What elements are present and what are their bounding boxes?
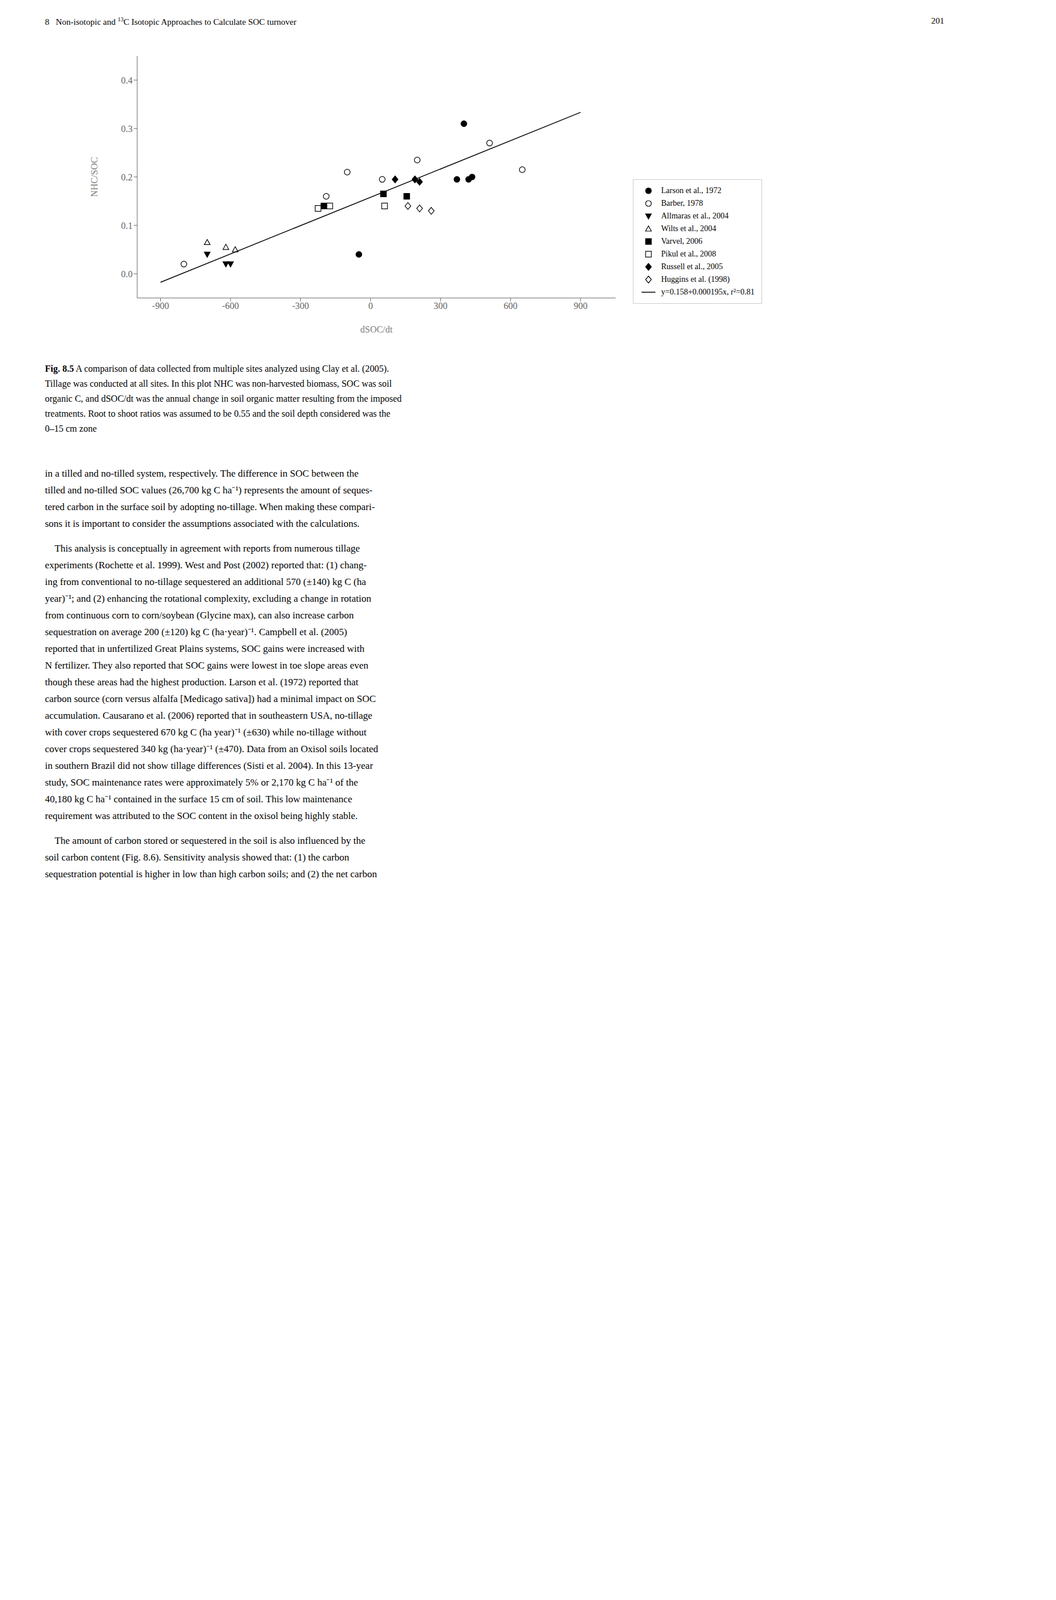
svg-text:0.1: 0.1 [121, 220, 133, 231]
html-text:N fertilizer. They also report: N fertilizer. They also reported that SO… [44, 660, 369, 671]
html-text:Varvel, 2006: Varvel, 2006 [661, 236, 703, 246]
svg-text:-600: -600 [221, 300, 239, 311]
svg-text:0.0: 0.0 [121, 269, 133, 279]
html-text:Allmaras et al., 2004: Allmaras et al., 2004 [661, 211, 729, 221]
svg-text:900: 900 [573, 300, 588, 311]
html-text:Huggins et al. (1998): Huggins et al. (1998) [661, 274, 730, 284]
svg-text:0: 0 [368, 300, 373, 311]
html-text:in southern Brazil did not sho: in southern Brazil did not show tillage … [44, 760, 374, 772]
html-text:soil carbon content (Fig. 8.6): soil carbon content (Fig. 8.6). Sensitiv… [44, 851, 350, 863]
html-text:treatments. Root to shoot rati: treatments. Root to shoot ratios was ass… [44, 408, 391, 419]
html-text:This analysis is conceptually: This analysis is conceptually in agreeme… [44, 542, 360, 554]
html-text:Larson et al., 1972: Larson et al., 1972 [661, 186, 722, 195]
svg-text:0.4: 0.4 [121, 75, 133, 86]
html-text:study, SOC maintenance rates w: study, SOC maintenance rates were approx… [44, 777, 358, 788]
svg-text:0.2: 0.2 [121, 172, 133, 183]
html-text:sons it is important to consid: sons it is important to consider the ass… [44, 518, 360, 530]
html-text:ing from conventional to no-ti: ing from conventional to no-tillage sequ… [44, 576, 367, 588]
html-text:Fig. 8.5 A comparison of data: Fig. 8.5 A comparison of data collected … [44, 363, 389, 374]
html-text:tered carbon in the surface so: tered carbon in the surface soil by adop… [44, 501, 375, 513]
html-text:The amount of carbon stored or: The amount of carbon stored or sequester… [44, 835, 366, 847]
html-text:sequestration potential is hig: sequestration potential is higher in low… [44, 868, 377, 880]
html-text:carbon source (corn versus alf: carbon source (corn versus alfalfa [Medi… [44, 693, 376, 705]
html-text:Russell et al., 2005: Russell et al., 2005 [661, 262, 723, 271]
html-text:sequestration on average 200 (: sequestration on average 200 (±120) kg C… [44, 626, 348, 638]
svg-text:0.3: 0.3 [121, 123, 133, 134]
html-text:organic C, and dSOC/dt was the: organic C, and dSOC/dt was the annual ch… [44, 393, 402, 404]
svg-text:dSOC/dt: dSOC/dt [360, 324, 394, 335]
html-text:reported that in unfertilized: reported that in unfertilized Great Plai… [44, 643, 365, 655]
html-text:0–15 cm zone: 0–15 cm zone [44, 423, 97, 434]
html-text:Wilts et al., 2004: Wilts et al., 2004 [661, 224, 717, 233]
html-text:y=0.158+0.000195x, r²=0.81: y=0.158+0.000195x, r²=0.81 [661, 287, 755, 297]
html-text:though these areas had the hig: though these areas had the highest produ… [44, 676, 359, 688]
html-text:with cover crops sequestered 6: with cover crops sequestered 670 kg C (h… [44, 726, 367, 738]
svg-text:300: 300 [433, 300, 448, 311]
html-text:year)⁻¹; and (2) enhancing the: year)⁻¹; and (2) enhancing the rotationa… [44, 593, 372, 605]
html-text:requirement was attributed to: requirement was attributed to the SOC co… [44, 810, 358, 822]
html-text:8 Non-isotopic and13C Isotopic: 8 Non-isotopic and13C Isotopic Approache… [44, 16, 297, 27]
html-text:experiments (Rochette et al. 1: experiments (Rochette et al. 1999). West… [44, 559, 367, 571]
html-text:accumulation. Causarano et al.: accumulation. Causarano et al. (2006) re… [44, 710, 373, 722]
html-text:Pikul et al., 2008: Pikul et al., 2008 [661, 249, 717, 259]
html-text:201: 201 [931, 16, 945, 26]
html-text:tilled and no-tilled SOC value: tilled and no-tilled SOC values (26,700 … [44, 484, 373, 496]
html-text:Barber, 1978: Barber, 1978 [661, 198, 703, 208]
svg-text:NHC/SOC: NHC/SOC [89, 156, 100, 197]
html-text:40,180 kg C ha⁻¹ contained in: 40,180 kg C ha⁻¹ contained in the surfac… [44, 793, 353, 805]
html-text:from continuous corn to corn/s: from continuous corn to corn/soybean (Gl… [44, 609, 354, 621]
html-text:Tillage was conducted at all s: Tillage was conducted at all sites. In t… [44, 378, 392, 389]
svg-text:600: 600 [503, 300, 518, 311]
svg-text:-900: -900 [152, 300, 169, 311]
html-text:cover crops sequestered 340 kg: cover crops sequestered 340 kg (ha·year)… [44, 743, 379, 755]
svg-text:-300: -300 [292, 300, 309, 311]
html-text:in a tilled and no-tilled syst: in a tilled and no-tilled system, respec… [44, 468, 359, 480]
